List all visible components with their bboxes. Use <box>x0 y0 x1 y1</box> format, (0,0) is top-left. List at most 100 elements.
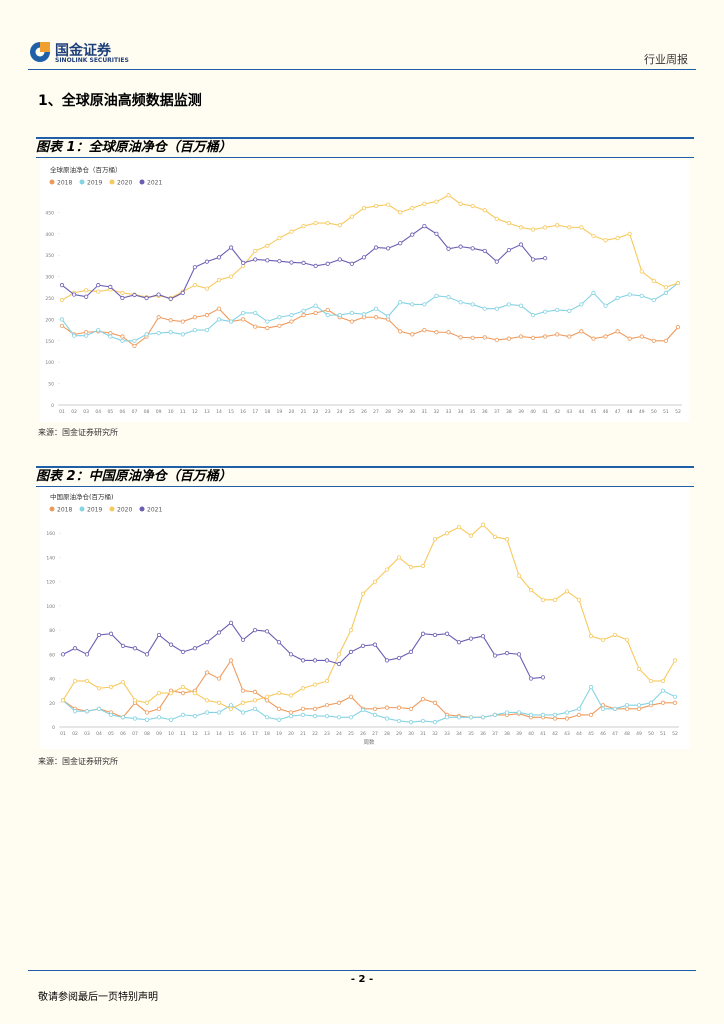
point <box>108 684 114 690</box>
point <box>470 302 475 307</box>
x-tick-label: 32 <box>432 731 438 737</box>
point <box>192 690 198 696</box>
x-tick-label: 39 <box>518 409 524 415</box>
point <box>396 555 402 560</box>
point <box>663 290 669 295</box>
point <box>325 307 330 313</box>
point <box>552 712 558 717</box>
legend-label: 2018 <box>57 507 72 514</box>
point <box>408 706 414 711</box>
x-tick-label: 52 <box>675 409 681 415</box>
page-number: - 2 - <box>350 974 374 985</box>
point <box>156 632 162 638</box>
header-rule <box>28 69 696 70</box>
x-tick-label: 04 <box>95 409 101 415</box>
x-tick-label: 43 <box>564 731 570 737</box>
point <box>432 632 438 638</box>
point <box>528 588 534 593</box>
point <box>276 717 282 722</box>
point <box>313 303 318 308</box>
point <box>120 334 125 339</box>
point <box>482 335 487 340</box>
point <box>470 335 475 340</box>
point <box>372 712 378 717</box>
figure-caption: 图表 2：中国原油净仓（百万桶） <box>36 466 694 487</box>
point <box>516 573 522 578</box>
point <box>432 700 438 705</box>
point <box>615 329 620 334</box>
point <box>120 295 125 301</box>
point <box>180 690 186 696</box>
series-line <box>62 685 676 723</box>
point <box>253 248 258 254</box>
x-tick-label: 47 <box>612 731 618 737</box>
report-type: 行业周报 <box>644 53 688 66</box>
point <box>192 328 197 333</box>
point <box>60 698 66 703</box>
x-tick-label: 37 <box>492 731 498 737</box>
point <box>588 712 594 717</box>
legend-label: 2018 <box>57 180 72 187</box>
point <box>504 651 510 656</box>
point <box>216 700 222 705</box>
section-title: 1、全球原油高频数据监测 <box>38 93 202 109</box>
point <box>216 306 222 311</box>
point <box>216 630 222 635</box>
point <box>494 259 499 264</box>
point <box>470 203 475 209</box>
point <box>313 220 318 226</box>
point <box>410 332 415 337</box>
point <box>373 306 379 311</box>
point <box>624 703 630 708</box>
series-line <box>61 194 679 301</box>
x-tick-label: 42 <box>554 409 560 415</box>
point <box>446 193 451 198</box>
point <box>576 712 582 717</box>
chart-title: 全球原油净仓（百万桶） <box>50 165 122 174</box>
point <box>192 265 197 270</box>
x-tick-label: 44 <box>576 731 582 737</box>
x-tick-label: 11 <box>180 409 186 415</box>
point <box>564 710 570 715</box>
point <box>144 652 150 657</box>
footer-rule <box>28 970 696 971</box>
point <box>468 715 474 720</box>
point <box>543 256 548 261</box>
point <box>434 231 439 236</box>
x-tick-label: 03 <box>83 409 89 415</box>
point <box>420 697 426 702</box>
point <box>180 684 186 690</box>
point <box>651 278 656 283</box>
point <box>612 706 618 711</box>
y-tick-label: 200 <box>45 317 54 323</box>
point <box>96 328 101 333</box>
point <box>639 269 644 274</box>
point <box>120 643 126 648</box>
y-tick-label: 120 <box>46 580 55 586</box>
point <box>591 290 596 295</box>
x-tick-label: 10 <box>168 409 174 415</box>
point <box>108 631 114 636</box>
point <box>96 706 102 711</box>
point <box>408 649 414 655</box>
x-tick-label: 29 <box>396 731 402 737</box>
point <box>300 658 306 663</box>
x-tick-label: 27 <box>373 409 379 415</box>
point <box>663 338 669 343</box>
x-tick-label: 15 <box>228 731 234 737</box>
point <box>84 333 89 338</box>
x-tick-label: 48 <box>627 409 633 415</box>
point <box>216 277 222 283</box>
x-tick-label: 14 <box>216 409 222 415</box>
point <box>446 330 451 335</box>
point <box>528 676 534 681</box>
point <box>120 290 125 295</box>
point <box>228 706 234 711</box>
point <box>458 244 463 249</box>
point <box>180 319 185 324</box>
point <box>312 706 318 711</box>
point <box>108 284 113 289</box>
point <box>313 310 318 316</box>
point <box>603 334 608 339</box>
point <box>228 319 234 324</box>
